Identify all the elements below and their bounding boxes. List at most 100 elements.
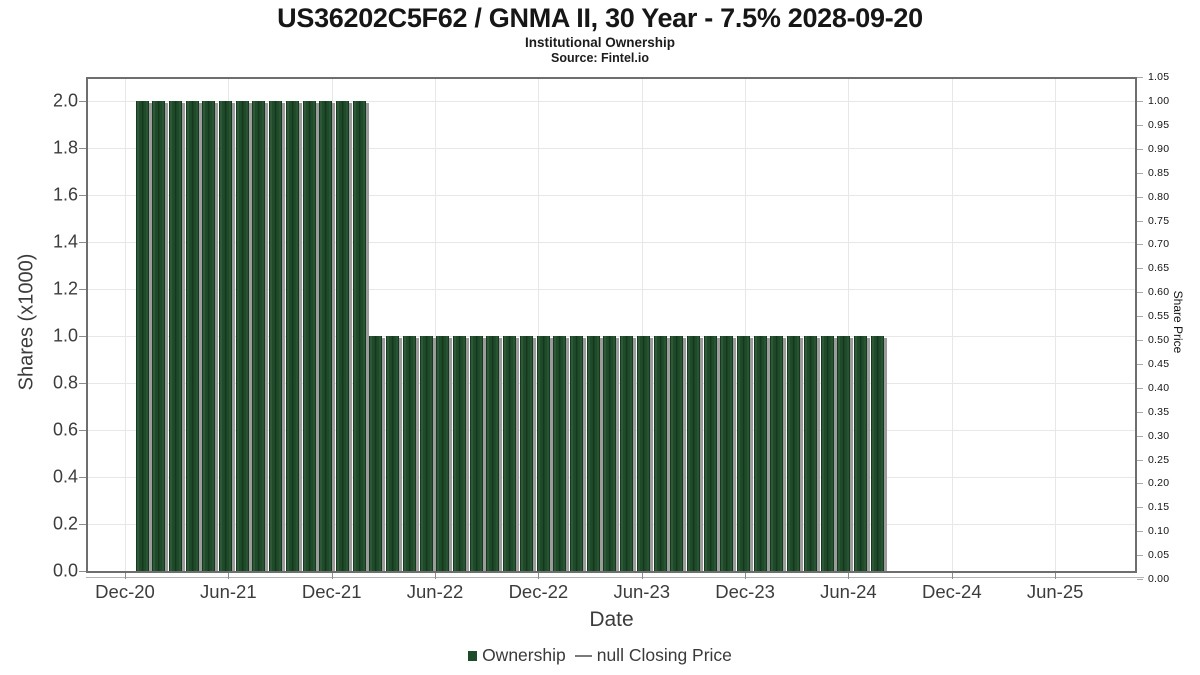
ownership-bar[interactable] [219,101,233,571]
y-tick-label-right: 0.30 [1148,429,1170,442]
gridline-vertical [641,77,643,573]
ownership-bar[interactable] [168,101,182,571]
legend-item-ownership[interactable]: Ownership [468,645,566,666]
y-tick-label-right: 0.20 [1148,477,1170,490]
ownership-bar[interactable] [636,336,650,571]
y-tick-label-right: 0.70 [1148,238,1170,251]
gridline-vertical [1055,77,1057,573]
ownership-bar[interactable] [837,336,851,571]
gridline-horizontal [86,242,1137,244]
ownership-bar[interactable] [436,336,450,571]
ownership-bar[interactable] [753,336,767,571]
x-tick-mark [228,573,230,579]
ownership-bar[interactable] [302,101,316,571]
gridline-horizontal [86,195,1137,197]
y-tick-label-right: 0.35 [1148,405,1170,418]
x-tick-label: Jun-23 [613,581,671,602]
ownership-bar[interactable] [235,101,249,571]
ownership-bar[interactable] [336,101,350,571]
ownership-bar[interactable] [202,101,216,571]
y-tick-label-left: 0.2 [52,513,78,534]
ownership-bar[interactable] [670,336,684,571]
legend: Ownership null Closing Price [0,645,1200,666]
ownership-bar[interactable] [419,336,433,571]
y-tick-mark-right [1137,363,1143,365]
legend-item-closing-price[interactable]: null Closing Price [574,645,732,666]
x-tick-label: Dec-23 [715,581,775,602]
ownership-bar[interactable] [503,336,517,571]
y-tick-mark-left [79,524,86,526]
ownership-bar[interactable] [252,101,266,571]
ownership-bar[interactable] [603,336,617,571]
ownership-bar[interactable] [319,101,333,571]
ownership-bar[interactable] [352,101,366,571]
ownership-bar[interactable] [452,336,466,571]
y-tick-label-left: 1.8 [52,137,78,158]
y-tick-label-right: 0.65 [1148,262,1170,275]
legend-closing-price-label: null Closing Price [596,645,732,665]
ownership-bar[interactable] [720,336,734,571]
y-tick-mark-left [79,195,86,197]
ownership-bar[interactable] [787,336,801,571]
ownership-bar[interactable] [285,101,299,571]
y-tick-mark-left [79,336,86,338]
x-tick-mark [1055,573,1057,579]
ownership-bar[interactable] [486,336,500,571]
ownership-bar[interactable] [152,101,166,571]
ownership-bar[interactable] [402,336,416,571]
ownership-bar[interactable] [569,336,583,571]
y-tick-mark-right [1137,555,1143,557]
ownership-bar[interactable] [386,336,400,571]
legend-ownership-label: Ownership [482,645,566,665]
y-tick-mark-left [79,148,86,150]
ownership-bar[interactable] [586,336,600,571]
ownership-bar[interactable] [703,336,717,571]
y-tick-mark-right [1137,316,1143,318]
y-tick-label-right: 0.55 [1148,310,1170,323]
ownership-bar[interactable] [269,101,283,571]
ownership-bar[interactable] [803,336,817,571]
y-tick-mark-right [1137,101,1143,102]
y-tick-mark-right [1137,148,1143,150]
x-tick-label: Jun-24 [820,581,877,602]
ownership-bar[interactable] [854,336,868,571]
x-tick-mark [641,573,643,579]
y-tick-mark-left [79,571,86,572]
gridline-horizontal [86,148,1137,150]
ownership-bar[interactable] [620,336,634,571]
y-tick-label-right: 1.05 [1148,71,1170,84]
x-tick-label: Dec-20 [95,581,155,602]
ownership-bar[interactable] [185,101,199,571]
y-tick-label-left: 1.2 [52,278,78,299]
ownership-bar[interactable] [469,336,483,571]
ownership-bar[interactable] [369,336,383,571]
ownership-bar[interactable] [770,336,784,571]
chart-subtitle: Institutional Ownership [524,35,675,50]
ownership-bar[interactable] [870,336,884,571]
ownership-bar[interactable] [519,336,533,571]
x-tick-label: Dec-24 [921,581,982,602]
ownership-bar[interactable] [686,336,700,571]
ownership-swatch-icon [468,650,478,661]
gridline-vertical [125,77,126,573]
y-tick-label-left: 1.4 [52,231,78,252]
x-tick-label: Jun-22 [406,581,464,602]
y-tick-label-left: 0.8 [52,372,78,393]
x-tick-mark [951,573,953,579]
y-tick-mark-right [1137,124,1143,126]
ownership-bar[interactable] [135,101,149,571]
closing-price-line-icon [574,654,592,657]
ownership-bar[interactable] [653,336,667,571]
ownership-bar[interactable] [536,336,550,571]
y-tick-label-right: 0.45 [1148,357,1170,370]
ownership-bar[interactable] [737,336,751,571]
y-tick-mark-right [1137,483,1143,485]
y-tick-mark-left [79,242,86,244]
y-tick-label-left: 0.0 [52,560,78,581]
x-tick-mark [435,573,437,579]
y-tick-mark-left [79,289,86,291]
y-tick-label-right: 0.85 [1148,166,1170,179]
ownership-bar[interactable] [553,336,567,571]
y-tick-mark-left [79,101,86,103]
ownership-bar[interactable] [820,336,834,571]
